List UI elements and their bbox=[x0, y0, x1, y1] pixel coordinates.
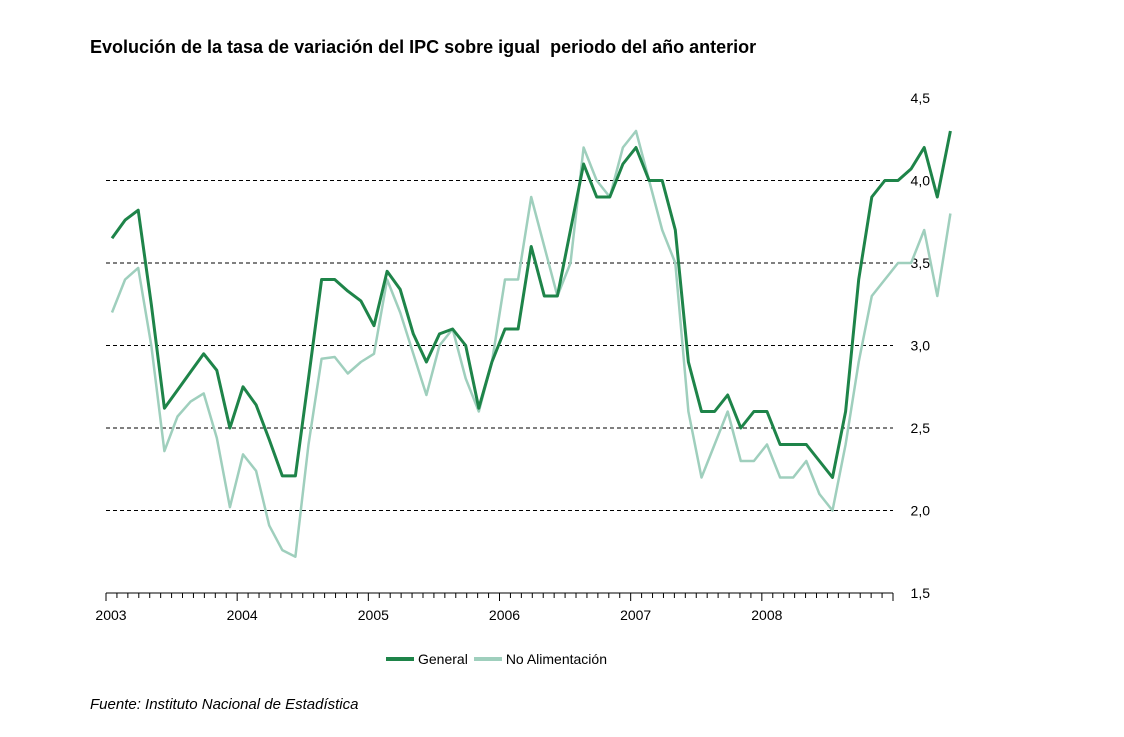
x-tick-label: 2004 bbox=[227, 607, 258, 623]
series-line-no-alimentacion bbox=[110, 129, 952, 558]
y-tick-label: 1,5 bbox=[911, 585, 931, 601]
legend-swatch-general bbox=[386, 657, 414, 661]
x-tick-label: 2008 bbox=[751, 607, 782, 623]
legend-item-general: General bbox=[386, 651, 468, 667]
x-axis: 2003 2004 2005 2006 2007 2008 bbox=[95, 592, 894, 623]
x-tick-label: 2005 bbox=[358, 607, 389, 623]
chart-title: Evolución de la tasa de variación del IP… bbox=[90, 37, 757, 57]
y-axis: 1,5 2,0 2,5 3,0 3,5 4,0 4,5 bbox=[911, 90, 931, 601]
x-tick-label: 2003 bbox=[95, 607, 126, 623]
y-tick-label: 3,5 bbox=[911, 255, 931, 271]
x-tick-label: 2007 bbox=[620, 607, 651, 623]
y-tick-label: 3,0 bbox=[911, 338, 931, 354]
y-tick-label: 2,5 bbox=[911, 420, 931, 436]
legend-swatch-no-alimentacion bbox=[473, 657, 502, 661]
legend-label-general: General bbox=[418, 651, 468, 667]
y-tick-label: 4,0 bbox=[911, 173, 931, 189]
x-tick-label: 2006 bbox=[489, 607, 520, 623]
y-tick-label: 2,0 bbox=[911, 503, 931, 519]
series-lines bbox=[110, 129, 952, 558]
series-line-general bbox=[110, 130, 952, 479]
legend: General No Alimentación bbox=[386, 651, 613, 667]
legend-item-no-alimentacion: No Alimentación bbox=[473, 651, 607, 667]
source-note: Fuente: Instituto Nacional de Estadístic… bbox=[90, 696, 359, 713]
y-tick-label: 4,5 bbox=[911, 90, 931, 106]
legend-label-no-alimentacion: No Alimentación bbox=[505, 651, 607, 667]
